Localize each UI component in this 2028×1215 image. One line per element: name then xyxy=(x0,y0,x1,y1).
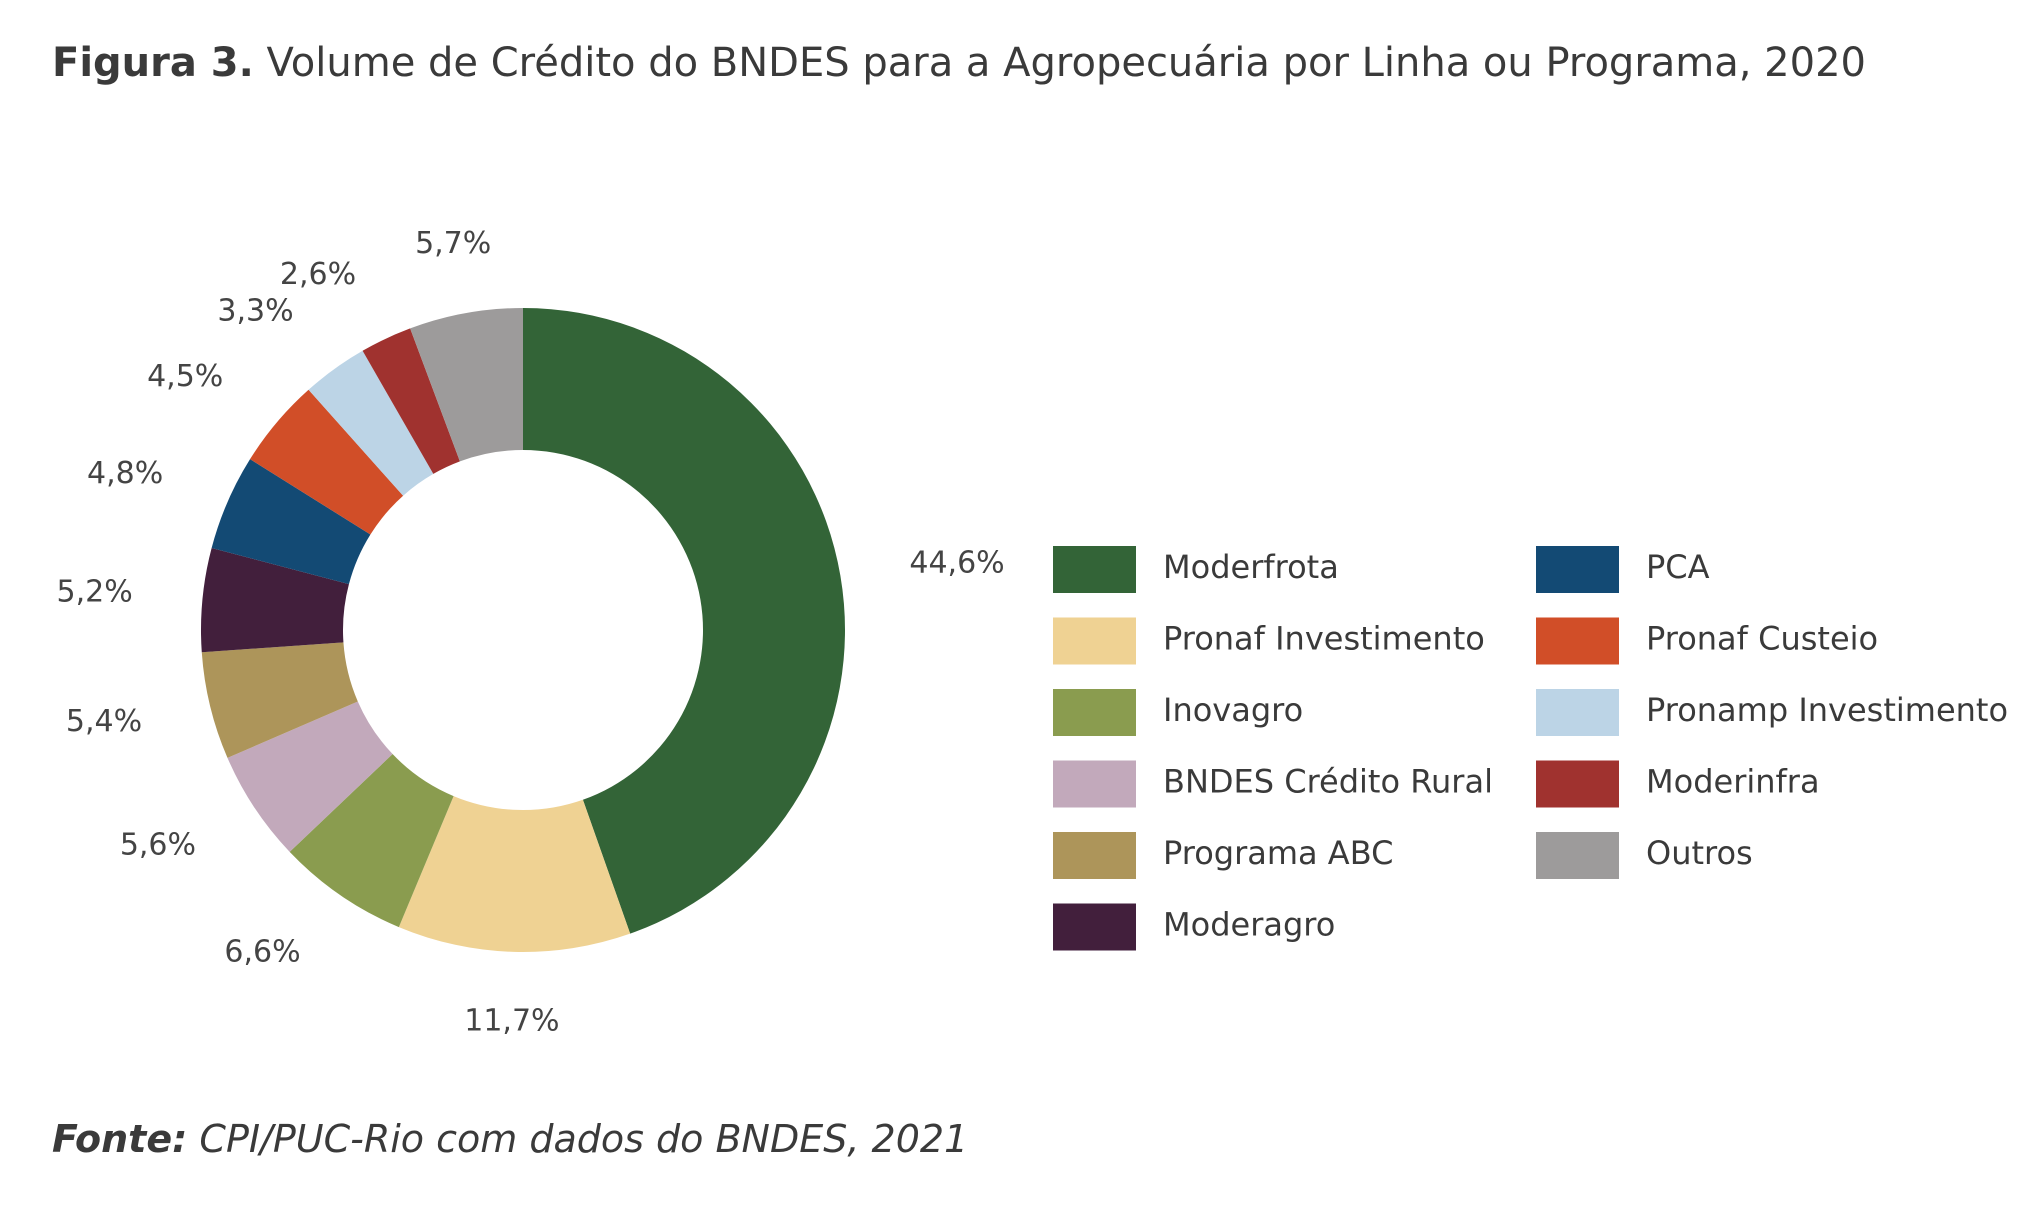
donut-slice xyxy=(201,547,349,653)
title-text: Volume de Crédito do BNDES para a Agrope… xyxy=(267,40,1866,86)
donut-slice xyxy=(250,389,404,535)
legend-swatch xyxy=(1053,760,1136,808)
title-label: Figura 3. xyxy=(52,40,254,86)
legend-swatch xyxy=(1536,546,1619,593)
donut-slice xyxy=(523,308,845,934)
data-label: 5,7% xyxy=(415,226,491,261)
legend-label: Moderinfra xyxy=(1646,763,1820,801)
legend-swatch xyxy=(1053,546,1136,593)
chart-title: Figura 3. Volume de Crédito do BNDES par… xyxy=(52,40,1866,86)
data-label: 5,6% xyxy=(120,828,196,863)
legend-swatch xyxy=(1536,832,1619,879)
donut-slice xyxy=(308,350,434,496)
legend-swatch xyxy=(1536,617,1619,665)
donut-slice xyxy=(211,459,371,585)
data-label: 5,2% xyxy=(57,575,133,610)
source: Fonte: CPI/PUC-Rio com dados do BNDES, 2… xyxy=(52,1117,968,1161)
source-text: CPI/PUC-Rio com dados do BNDES, 2021 xyxy=(199,1117,968,1161)
donut-slice xyxy=(362,328,460,474)
legend-swatch xyxy=(1053,617,1136,665)
legend-label: Pronamp Investimento xyxy=(1646,691,2008,729)
legend-label: Moderagro xyxy=(1163,906,1335,944)
legend-swatch xyxy=(1536,689,1619,736)
donut-slice xyxy=(398,796,631,952)
legend-label: Pronaf Investimento xyxy=(1163,620,1485,658)
donut-slice xyxy=(201,642,358,758)
donut-slice xyxy=(289,754,454,928)
data-label: 44,6% xyxy=(909,545,1004,580)
legend-swatch xyxy=(1536,760,1619,808)
legend-label: PCA xyxy=(1646,548,1710,586)
donut-slice xyxy=(227,701,393,852)
legend-label: Pronaf Custeio xyxy=(1646,620,1878,658)
legend-label: Programa ABC xyxy=(1163,834,1393,872)
legend-label: Moderfrota xyxy=(1163,548,1339,586)
legend-label: Inovagro xyxy=(1163,691,1303,729)
data-label: 2,6% xyxy=(280,257,356,292)
data-label: 5,4% xyxy=(66,704,142,739)
data-label: 4,5% xyxy=(147,359,223,394)
legend-label: BNDES Crédito Rural xyxy=(1163,763,1493,801)
data-label: 11,7% xyxy=(464,1003,559,1038)
donut-slice xyxy=(410,308,523,462)
source-label: Fonte: xyxy=(52,1117,187,1161)
legend-swatch xyxy=(1053,832,1136,879)
data-label: 6,6% xyxy=(224,934,300,969)
data-label: 3,3% xyxy=(217,294,293,329)
legend-swatch xyxy=(1053,903,1136,951)
data-label: 4,8% xyxy=(87,456,163,491)
legend-label: Outros xyxy=(1646,834,1753,872)
legend-swatch xyxy=(1053,689,1136,736)
